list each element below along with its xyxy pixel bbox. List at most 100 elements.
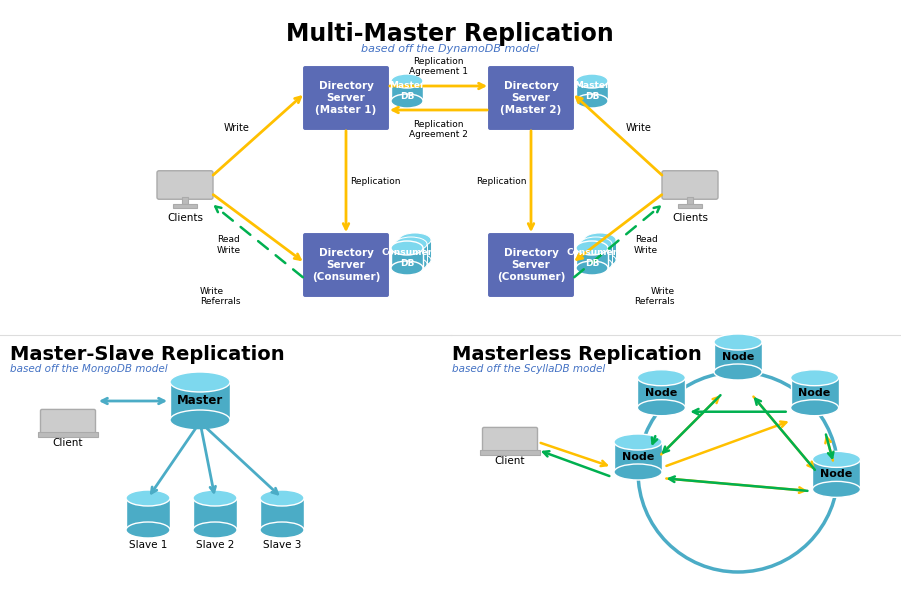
Bar: [480, 450, 540, 455]
Bar: [576, 248, 608, 268]
Ellipse shape: [584, 233, 616, 247]
Text: Replication: Replication: [477, 177, 527, 186]
FancyBboxPatch shape: [41, 409, 96, 433]
Text: based off the DynamoDB model: based off the DynamoDB model: [361, 44, 539, 54]
Text: Slave 2: Slave 2: [196, 540, 234, 550]
Text: Directory
Server
(Consumer): Directory Server (Consumer): [496, 248, 565, 283]
Bar: [126, 498, 170, 530]
Bar: [260, 498, 304, 530]
Text: Write
Referrals: Write Referrals: [634, 287, 675, 307]
Ellipse shape: [260, 490, 304, 506]
Ellipse shape: [391, 94, 423, 108]
Bar: [391, 248, 423, 268]
Text: based off the ScyllaDB model: based off the ScyllaDB model: [452, 364, 605, 374]
Bar: [637, 378, 686, 408]
Text: Clients: Clients: [167, 213, 203, 223]
Ellipse shape: [170, 372, 230, 392]
Ellipse shape: [399, 253, 431, 267]
Text: Slave 3: Slave 3: [263, 540, 301, 550]
Text: Node: Node: [820, 469, 852, 479]
Text: Node: Node: [622, 452, 654, 462]
Ellipse shape: [637, 370, 686, 386]
Bar: [391, 81, 423, 101]
Ellipse shape: [714, 334, 762, 350]
Text: Replication
Agreement 1: Replication Agreement 1: [409, 56, 468, 76]
Bar: [580, 244, 612, 264]
Ellipse shape: [576, 74, 608, 88]
Text: Clients: Clients: [672, 213, 708, 223]
Text: Master: Master: [177, 395, 223, 407]
Text: Consumer
DB: Consumer DB: [381, 248, 432, 268]
Text: Client: Client: [53, 438, 83, 448]
Ellipse shape: [584, 253, 616, 267]
Text: Write: Write: [224, 123, 250, 133]
Ellipse shape: [395, 237, 427, 251]
FancyBboxPatch shape: [662, 171, 718, 199]
Ellipse shape: [126, 490, 170, 506]
Bar: [584, 240, 616, 260]
Text: Write
Referrals: Write Referrals: [200, 287, 241, 307]
Bar: [193, 498, 237, 530]
Bar: [678, 204, 702, 208]
Bar: [38, 432, 98, 437]
Ellipse shape: [126, 522, 170, 538]
Text: Directory
Server
(Master 1): Directory Server (Master 1): [315, 80, 377, 115]
Text: based off the MongoDB model: based off the MongoDB model: [10, 364, 168, 374]
Text: Node: Node: [798, 388, 831, 398]
Text: Read
Write: Read Write: [217, 235, 241, 254]
Ellipse shape: [580, 257, 612, 271]
Text: Write: Write: [626, 123, 652, 133]
Ellipse shape: [395, 257, 427, 271]
Ellipse shape: [391, 261, 423, 275]
Ellipse shape: [790, 370, 839, 386]
FancyBboxPatch shape: [487, 65, 575, 131]
Bar: [399, 240, 431, 260]
Text: Read
Write: Read Write: [634, 235, 658, 254]
FancyBboxPatch shape: [487, 232, 575, 298]
Text: Node: Node: [645, 388, 678, 398]
Text: Replication
Agreement 2: Replication Agreement 2: [409, 120, 468, 139]
Text: Masterless Replication: Masterless Replication: [452, 345, 702, 364]
Bar: [813, 460, 860, 490]
Bar: [714, 342, 762, 372]
Text: Node: Node: [722, 352, 754, 362]
Text: Multi-Master Replication: Multi-Master Replication: [287, 22, 614, 46]
Ellipse shape: [614, 464, 662, 480]
Text: Replication: Replication: [350, 177, 401, 186]
Text: Client: Client: [495, 456, 525, 466]
Ellipse shape: [637, 400, 686, 416]
Bar: [576, 81, 608, 101]
Text: Master-Slave Replication: Master-Slave Replication: [10, 345, 285, 364]
Text: Master
DB: Master DB: [389, 81, 424, 101]
Bar: [687, 197, 693, 204]
Bar: [395, 244, 427, 264]
Text: Directory
Server
(Master 2): Directory Server (Master 2): [500, 80, 561, 115]
Bar: [173, 204, 196, 208]
Ellipse shape: [614, 434, 662, 450]
Ellipse shape: [260, 522, 304, 538]
Ellipse shape: [813, 451, 860, 467]
Ellipse shape: [714, 364, 762, 380]
Text: Directory
Server
(Consumer): Directory Server (Consumer): [312, 248, 380, 283]
Ellipse shape: [391, 241, 423, 255]
Ellipse shape: [790, 400, 839, 416]
Bar: [170, 382, 230, 420]
Bar: [790, 378, 839, 408]
Text: Consumer
DB: Consumer DB: [567, 248, 617, 268]
Ellipse shape: [399, 233, 431, 247]
Ellipse shape: [576, 261, 608, 275]
Ellipse shape: [170, 410, 230, 430]
Bar: [614, 442, 662, 472]
Ellipse shape: [813, 481, 860, 497]
Ellipse shape: [576, 241, 608, 255]
Ellipse shape: [391, 74, 423, 88]
Text: Slave 1: Slave 1: [129, 540, 168, 550]
Text: Master
DB: Master DB: [574, 81, 610, 101]
FancyBboxPatch shape: [302, 232, 390, 298]
FancyBboxPatch shape: [157, 171, 213, 199]
Bar: [182, 197, 188, 204]
FancyBboxPatch shape: [302, 65, 390, 131]
Ellipse shape: [193, 522, 237, 538]
Ellipse shape: [193, 490, 237, 506]
FancyBboxPatch shape: [483, 427, 538, 451]
